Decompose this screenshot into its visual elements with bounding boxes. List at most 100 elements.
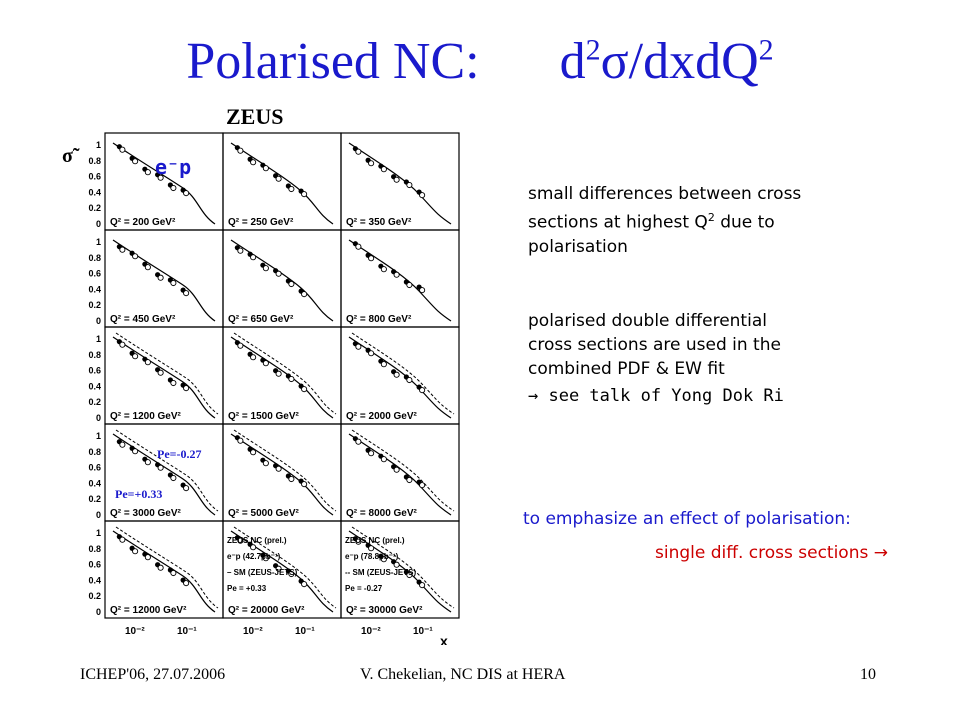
data-point-open — [132, 158, 139, 165]
data-point-open — [355, 343, 362, 350]
data-point-open — [288, 280, 295, 288]
note2-line1: polarised double differential — [528, 311, 767, 331]
reference-text: see talk of Yong Dok Ri — [538, 386, 784, 406]
theory-curve-dashed — [233, 526, 337, 609]
panel-q2-label: Q² = 450 GeV² — [110, 314, 176, 325]
panel-frame — [340, 132, 460, 231]
y-tick-label: 0.4 — [88, 381, 101, 391]
data-point-open — [393, 271, 400, 278]
note1-line2: sections at highest Q2 due to — [528, 206, 801, 235]
data-point-open — [419, 582, 426, 589]
note1-line2-end: due to — [714, 212, 775, 233]
x-axis-label: x — [440, 633, 448, 645]
data-point-open — [380, 266, 387, 273]
data-point-open — [406, 476, 413, 484]
data-point-open — [393, 561, 400, 568]
data-point-open — [275, 465, 282, 472]
data-point-open — [368, 450, 375, 457]
y-tick-label: 0.6 — [88, 463, 101, 473]
theory-curve — [230, 433, 334, 516]
data-point-open — [355, 538, 362, 545]
theory-curve — [230, 239, 334, 322]
theory-curve-dashed — [351, 429, 455, 512]
y-tick-label: 0.2 — [88, 300, 101, 310]
data-point-open — [419, 482, 426, 489]
theory-curve-dashed — [233, 332, 337, 415]
y-tick-label: 0.8 — [88, 156, 101, 166]
data-point-open — [393, 371, 400, 378]
y-tick-label: 0 — [96, 219, 101, 229]
y-tick-label: 0.4 — [88, 284, 101, 294]
data-point-open — [183, 580, 190, 587]
y-tick-label: 0.2 — [88, 494, 101, 504]
y-tick-label: 0.8 — [88, 447, 101, 457]
y-tick-label: 0.6 — [88, 269, 101, 279]
panel-q2-label: Q² = 1200 GeV² — [110, 411, 182, 422]
panel-q2-label: Q² = 5000 GeV² — [228, 508, 300, 519]
data-point-open — [262, 555, 269, 562]
legend-line: ZEUS NC (prel.) — [227, 536, 287, 545]
data-point-open — [237, 247, 244, 254]
data-point-open — [119, 341, 126, 348]
data-point-open — [250, 159, 257, 166]
data-point-open — [406, 181, 413, 189]
data-point-open — [183, 290, 190, 297]
y-tick-label: 0 — [96, 413, 101, 423]
theory-curve-dashed — [233, 429, 337, 512]
cross-section-figure: σ̃ 0 0.2 0.4 0.6 0.8 1 Q² = 200 GeV² Q² = 250 Ge… — [62, 132, 460, 645]
data-point-open — [144, 264, 151, 271]
legend-line: Pe = +0.33 — [227, 584, 267, 593]
note1-line3: polarisation — [528, 236, 628, 257]
note1-sup: 2 — [707, 211, 715, 224]
y-tick-label: 0.2 — [88, 591, 101, 601]
note2-line3: combined PDF & EW fit — [528, 359, 725, 379]
zeus-label: ZEUS — [226, 104, 284, 129]
data-point-open — [288, 570, 295, 578]
data-point-open — [183, 385, 190, 392]
data-point-open — [288, 375, 295, 383]
data-point-open — [250, 254, 257, 261]
panel-frame — [340, 423, 460, 522]
data-point-open — [237, 147, 244, 154]
theory-curve — [112, 239, 216, 322]
theory-curve — [112, 336, 216, 419]
theory-curve-dashed — [115, 429, 219, 512]
data-point-open — [183, 485, 190, 492]
data-point-open — [406, 281, 413, 289]
panel-frame — [340, 326, 460, 425]
y-tick-label: 1 — [96, 528, 101, 538]
y-tick-label: 0.6 — [88, 366, 101, 376]
data-point-open — [183, 190, 190, 197]
data-point-open — [157, 174, 164, 181]
y-tick-label: 0 — [96, 510, 101, 520]
panel-q2-label: Q² = 250 GeV² — [228, 217, 294, 228]
theory-curve-dashed — [351, 332, 455, 415]
right-arrow-icon: → — [528, 386, 539, 406]
data-point-open — [275, 565, 282, 572]
data-point-open — [237, 342, 244, 349]
data-point-open — [275, 270, 282, 277]
data-point-open — [157, 464, 164, 471]
y-tick-label: 0.6 — [88, 172, 101, 182]
y-tick-label: 0.2 — [88, 397, 101, 407]
data-point-open — [275, 175, 282, 182]
legend-line: e⁻p (78.8pb⁻¹) — [345, 552, 399, 561]
y-tick-label: 0.8 — [88, 253, 101, 263]
data-point-open — [262, 460, 269, 467]
data-point-open — [419, 287, 426, 294]
theory-curve — [230, 142, 334, 225]
data-point-open — [301, 481, 308, 488]
theory-curve — [348, 142, 452, 225]
data-point-open — [301, 291, 308, 298]
data-point-open — [119, 441, 126, 448]
theory-curve — [348, 239, 452, 322]
data-point-open — [380, 361, 387, 368]
y-tick-label: 0.2 — [88, 203, 101, 213]
theory-curve-dashed — [351, 526, 455, 609]
data-point-open — [406, 376, 413, 384]
y-tick-label: 0.4 — [88, 187, 101, 197]
note2-line2: cross sections are used in the — [528, 335, 781, 355]
data-point-open — [419, 192, 426, 199]
footer-date: ICHEP'06, 27.07.2006 — [80, 666, 226, 683]
x-tick-label: 10⁻¹ — [295, 626, 315, 637]
